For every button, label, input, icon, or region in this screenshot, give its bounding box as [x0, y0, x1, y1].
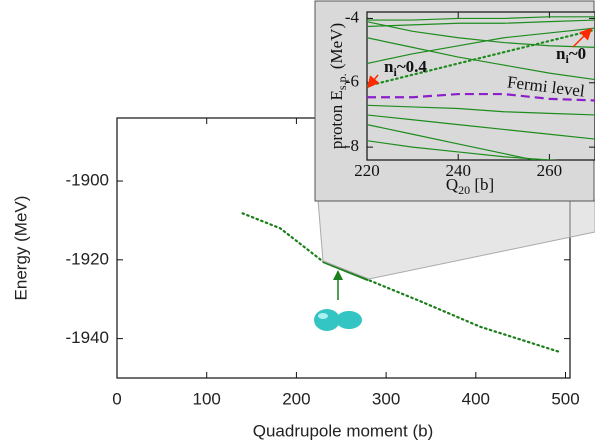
- x-tick-label: 240: [445, 161, 471, 180]
- zoom-connector: [317, 199, 595, 280]
- x-tick-label: 400: [462, 389, 490, 408]
- series-line: [367, 114, 595, 140]
- x-axis-title-part: 20: [458, 183, 470, 197]
- x-axis-title-part: [b]: [470, 175, 494, 194]
- series-line: [367, 21, 595, 48]
- inset-chart: 220 240 260 -4 -6 -8 Q20 [b] proton Es.p. (MeV)…: [327, 7, 595, 197]
- y-axis-title-part: (MeV): [327, 23, 346, 74]
- series-line: [367, 19, 595, 28]
- annotation-arrow: [367, 74, 380, 89]
- x-axis-title: Q20 [b]: [446, 175, 494, 197]
- x-tick-label: 0: [112, 389, 121, 408]
- series-line: [367, 27, 595, 65]
- y-tick-label: -1940: [66, 328, 109, 347]
- annotation-arrow: [572, 27, 593, 48]
- x-tick-label: 500: [551, 389, 579, 408]
- series-line: [367, 124, 538, 160]
- x-axis-title: Quadrupole moment (b): [253, 421, 433, 440]
- x-tick-label: 200: [282, 389, 310, 408]
- series-layer: [241, 212, 563, 354]
- pointer-arrow-head: [333, 270, 343, 280]
- y-axis-title-part: proton E: [327, 90, 346, 149]
- series-line: [367, 104, 595, 116]
- series-line: [367, 92, 595, 102]
- annotation-part: i: [565, 52, 569, 66]
- main-chart: 0 100 200 300 400 500 -1900 -1920 -1940 Quadrupol…: [11, 117, 580, 440]
- y-tick-label: -8: [345, 136, 359, 155]
- y-tick-label: -1900: [66, 171, 109, 190]
- x-tick-label: 260: [537, 161, 563, 180]
- annotation-part: n: [384, 57, 394, 76]
- series-line: [367, 140, 558, 160]
- y-axis-title: proton Es.p. (MeV): [327, 23, 349, 149]
- x-axis-title-part: Q: [446, 175, 458, 194]
- nucleus-shape: [314, 309, 362, 331]
- x-tick-label: 300: [372, 389, 400, 408]
- annotation-part: n: [556, 44, 566, 63]
- series-line: [367, 16, 595, 21]
- series-line: [322, 260, 369, 282]
- annotation-part: ~0.4: [397, 57, 428, 76]
- annotation: ni~0.4: [384, 57, 427, 79]
- annotation-part: ~0: [569, 44, 586, 63]
- y-tick-label: -4: [345, 7, 360, 26]
- x-tick-label: 220: [354, 161, 380, 180]
- series-line: [241, 212, 563, 354]
- y-axis-title-part: s.p.: [335, 73, 349, 90]
- annotation: ni~0: [556, 44, 586, 66]
- x-tick-label: 100: [193, 389, 221, 408]
- series-layer: [367, 16, 595, 160]
- annotation-part: i: [393, 65, 397, 79]
- series-line: [367, 37, 595, 81]
- y-tick-label: -1920: [66, 249, 109, 268]
- y-axis-title: Energy (MeV): [11, 196, 30, 301]
- y-tick-label: -6: [345, 72, 359, 91]
- series-line: [367, 28, 595, 88]
